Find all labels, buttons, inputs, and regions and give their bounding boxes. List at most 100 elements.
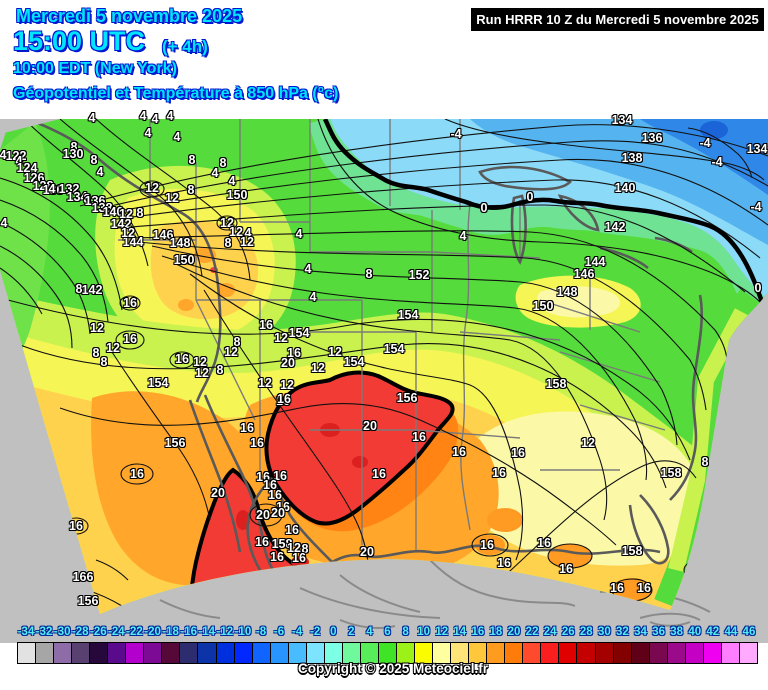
legend-value: 20 xyxy=(507,626,521,638)
run-offset-label: (+ 4h) xyxy=(162,37,208,56)
temp-band-blue xyxy=(470,119,768,245)
legend-value: 34 xyxy=(634,626,647,638)
copyright-label: Copyright © 2025 Meteociel.fr xyxy=(298,661,488,676)
legend-swatch xyxy=(270,643,289,663)
legend-swatch xyxy=(306,643,325,663)
legend-swatch xyxy=(703,643,722,663)
legend-value: 14 xyxy=(453,626,467,638)
height-contours-nw xyxy=(0,119,251,349)
legend-value: 42 xyxy=(706,626,720,638)
legend-swatch xyxy=(54,643,73,663)
legend-swatch xyxy=(36,643,55,663)
legend-swatch xyxy=(469,643,488,663)
legend-swatch xyxy=(721,643,740,663)
legend-value: 40 xyxy=(688,626,702,638)
legend-swatch xyxy=(288,643,307,663)
legend-swatch xyxy=(90,643,109,663)
legend-swatch xyxy=(198,643,217,663)
legend-swatch xyxy=(415,643,434,663)
legend-swatch xyxy=(342,643,361,663)
legend-value: 44 xyxy=(724,626,738,638)
legend-swatch xyxy=(234,643,253,663)
legend-swatch xyxy=(108,643,127,663)
legend-swatch xyxy=(451,643,470,663)
legend-value: -18 xyxy=(162,626,179,638)
legend-swatch xyxy=(541,643,560,663)
legend-swatch xyxy=(667,643,686,663)
temp-band-mint xyxy=(308,119,768,318)
legend-value: -6 xyxy=(273,626,285,638)
legend-swatch xyxy=(72,643,91,663)
legend-swatch xyxy=(180,643,199,663)
temp-contours xyxy=(7,119,765,602)
legend-color-bar xyxy=(17,642,758,664)
legend-swatch xyxy=(523,643,542,663)
legend-value: -34 xyxy=(17,626,35,638)
legend-value: -10 xyxy=(234,626,252,638)
legend-swatch xyxy=(162,643,181,663)
legend-value: 6 xyxy=(384,626,391,638)
legend-value: 28 xyxy=(579,626,593,638)
freezing-line xyxy=(322,119,765,303)
warm-core-20c-main xyxy=(264,370,455,526)
legend-swatch xyxy=(433,643,452,663)
legend-swatch xyxy=(487,643,506,663)
chart-title: Géopotentiel et Température à 850 hPa (°… xyxy=(13,85,339,102)
legend-value: 8 xyxy=(402,626,409,638)
legend-swatch xyxy=(252,643,271,663)
local-time-label: 10:00 EDT (New York) xyxy=(13,60,177,77)
legend-swatch xyxy=(631,643,650,663)
legend-value: 36 xyxy=(652,626,665,638)
legend-swatch xyxy=(649,643,668,663)
legend-value: -16 xyxy=(180,626,197,638)
legend-value: 46 xyxy=(742,626,756,638)
legend-swatch xyxy=(613,643,632,663)
legend-value: 0 xyxy=(330,626,337,638)
legend-value: 30 xyxy=(597,626,611,638)
legend-value: 18 xyxy=(489,626,503,638)
legend-value: -14 xyxy=(198,626,216,638)
legend-value: 16 xyxy=(471,626,485,638)
legend-value: -30 xyxy=(53,626,71,638)
legend-swatch xyxy=(559,643,578,663)
legend-value: 32 xyxy=(616,626,629,638)
outside-coastlines xyxy=(159,559,711,629)
legend-value: -2 xyxy=(310,626,321,638)
legend-value: -4 xyxy=(292,626,303,638)
legend-swatch xyxy=(505,643,524,663)
legend-value: -32 xyxy=(35,626,53,638)
utc-time-label: 15:00 UTC xyxy=(13,26,146,56)
legend-value: 2 xyxy=(348,626,355,638)
legend-swatch xyxy=(126,643,145,663)
legend-swatch xyxy=(324,643,343,663)
legend-swatch xyxy=(685,643,704,663)
legend-swatch xyxy=(18,643,37,663)
legend-value: -24 xyxy=(108,626,125,638)
legend-swatch xyxy=(595,643,614,663)
legend-swatch xyxy=(216,643,235,663)
legend-value: 10 xyxy=(417,626,431,638)
legend-value: 24 xyxy=(543,626,557,638)
coastlines xyxy=(34,120,703,573)
legend-value: 22 xyxy=(525,626,539,638)
legend-value: 12 xyxy=(435,626,449,638)
legend-swatch xyxy=(360,643,379,663)
legend-swatch xyxy=(378,643,397,663)
legend-value: -12 xyxy=(216,626,234,638)
date-label: Mercredi 5 novembre 2025 xyxy=(16,6,243,26)
legend-value: -20 xyxy=(144,626,161,638)
footer-area xyxy=(0,664,768,690)
legend-value: -8 xyxy=(255,626,267,638)
legend-value: -22 xyxy=(126,626,143,638)
domain-top-sliver xyxy=(0,119,60,134)
legend-swatch xyxy=(396,643,416,663)
legend-value: 26 xyxy=(561,626,575,638)
legend-swatch xyxy=(739,643,757,663)
legend-scale-numbers: -34 -32 -30 -28 -26 -24 -22 -20 -18 -16 -14 -12 -10-… xyxy=(0,626,768,642)
legend-swatch xyxy=(577,643,596,663)
temp-band-deepblue xyxy=(640,119,768,195)
legend-value: -28 xyxy=(71,626,89,638)
legend-value: 4 xyxy=(366,626,373,638)
